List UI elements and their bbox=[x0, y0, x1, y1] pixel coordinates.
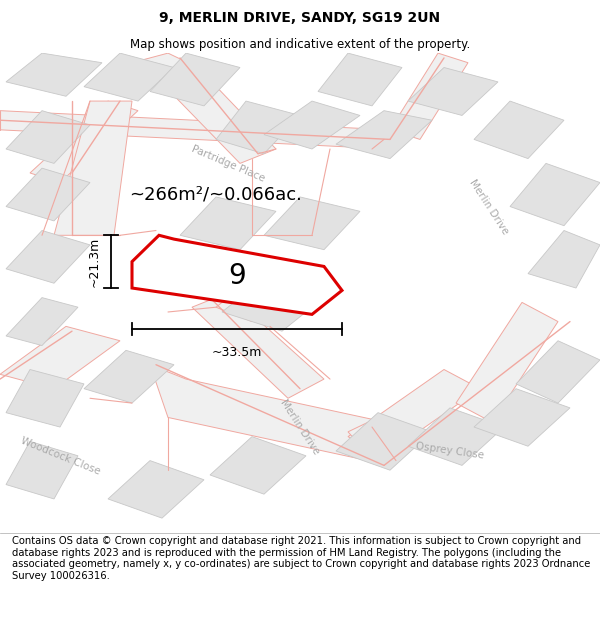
Polygon shape bbox=[6, 111, 90, 163]
Polygon shape bbox=[6, 441, 78, 499]
Polygon shape bbox=[528, 231, 600, 288]
Polygon shape bbox=[84, 53, 174, 101]
Polygon shape bbox=[108, 461, 204, 518]
Polygon shape bbox=[150, 53, 240, 106]
Polygon shape bbox=[318, 53, 402, 106]
Polygon shape bbox=[264, 101, 360, 149]
Text: Woodcock Close: Woodcock Close bbox=[19, 435, 101, 476]
Polygon shape bbox=[408, 68, 498, 116]
Text: Merlin Drive: Merlin Drive bbox=[278, 398, 322, 456]
Polygon shape bbox=[474, 101, 564, 159]
Text: 9: 9 bbox=[228, 262, 246, 290]
Polygon shape bbox=[132, 235, 342, 314]
Polygon shape bbox=[216, 269, 300, 322]
Text: ~266m²/~0.066ac.: ~266m²/~0.066ac. bbox=[130, 186, 302, 204]
Polygon shape bbox=[510, 163, 600, 226]
Text: Partridge Place: Partridge Place bbox=[190, 143, 266, 183]
Polygon shape bbox=[264, 197, 360, 249]
Polygon shape bbox=[150, 365, 408, 466]
Text: Map shows position and indicative extent of the property.: Map shows position and indicative extent… bbox=[130, 38, 470, 51]
Text: ~33.5m: ~33.5m bbox=[212, 346, 262, 359]
Polygon shape bbox=[348, 418, 408, 466]
Polygon shape bbox=[474, 389, 570, 446]
Polygon shape bbox=[456, 302, 558, 423]
Polygon shape bbox=[30, 101, 138, 182]
Polygon shape bbox=[348, 369, 480, 456]
Polygon shape bbox=[132, 53, 276, 163]
Polygon shape bbox=[84, 351, 174, 403]
Text: ~21.3m: ~21.3m bbox=[87, 236, 100, 287]
Polygon shape bbox=[6, 298, 78, 346]
Polygon shape bbox=[6, 369, 84, 427]
Polygon shape bbox=[408, 408, 504, 466]
Polygon shape bbox=[180, 197, 276, 249]
Polygon shape bbox=[54, 101, 132, 235]
Polygon shape bbox=[390, 53, 468, 139]
Polygon shape bbox=[222, 269, 336, 331]
Polygon shape bbox=[336, 111, 432, 159]
Polygon shape bbox=[6, 168, 90, 221]
Text: Osprey Close: Osprey Close bbox=[415, 441, 485, 461]
Polygon shape bbox=[6, 231, 90, 283]
Polygon shape bbox=[516, 341, 600, 403]
Polygon shape bbox=[0, 111, 390, 149]
Polygon shape bbox=[0, 326, 120, 389]
Polygon shape bbox=[336, 412, 432, 470]
Text: 9, MERLIN DRIVE, SANDY, SG19 2UN: 9, MERLIN DRIVE, SANDY, SG19 2UN bbox=[160, 11, 440, 24]
Text: Merlin Drive: Merlin Drive bbox=[467, 177, 511, 236]
Polygon shape bbox=[210, 437, 306, 494]
Text: Contains OS data © Crown copyright and database right 2021. This information is : Contains OS data © Crown copyright and d… bbox=[12, 536, 590, 581]
Polygon shape bbox=[6, 53, 102, 96]
Polygon shape bbox=[216, 101, 300, 154]
Polygon shape bbox=[192, 292, 324, 398]
